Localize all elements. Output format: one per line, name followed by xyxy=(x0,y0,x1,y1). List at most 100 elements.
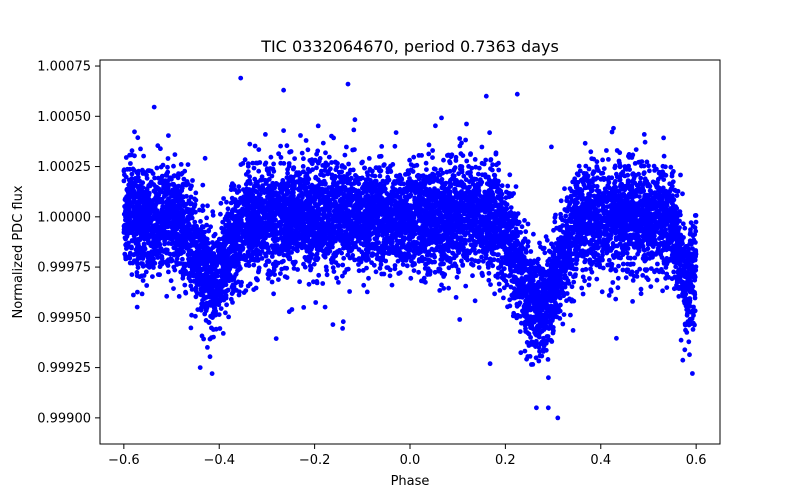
data-point xyxy=(682,347,688,353)
data-point xyxy=(246,263,252,268)
data-point xyxy=(166,133,171,139)
data-point xyxy=(263,180,269,186)
data-point xyxy=(580,274,586,280)
data-point xyxy=(292,246,298,252)
data-point xyxy=(171,163,176,169)
data-point xyxy=(641,163,647,169)
data-point xyxy=(245,163,251,169)
data-point xyxy=(340,326,345,331)
data-point xyxy=(570,328,576,333)
data-point xyxy=(599,289,605,295)
data-point xyxy=(464,158,470,164)
data-point xyxy=(263,132,268,137)
data-point xyxy=(373,269,379,275)
data-point xyxy=(150,274,155,279)
data-point xyxy=(154,165,160,171)
data-point xyxy=(165,164,170,170)
data-point xyxy=(346,161,351,167)
data-point xyxy=(480,172,485,178)
data-point xyxy=(582,278,587,284)
data-point xyxy=(200,207,206,213)
data-point xyxy=(297,279,302,285)
data-point xyxy=(641,132,647,137)
data-point xyxy=(392,143,398,149)
data-point xyxy=(501,295,506,301)
data-point xyxy=(625,172,631,178)
data-point xyxy=(271,161,276,167)
data-point xyxy=(528,249,534,254)
data-point xyxy=(401,181,407,187)
data-point xyxy=(141,153,147,159)
data-point xyxy=(164,293,170,299)
data-point xyxy=(282,274,288,279)
data-point xyxy=(411,268,417,273)
data-point xyxy=(140,278,146,283)
data-point xyxy=(281,128,286,134)
data-point xyxy=(339,163,345,168)
data-point xyxy=(180,256,185,262)
data-point xyxy=(245,169,251,175)
data-point xyxy=(606,293,612,298)
data-point xyxy=(586,166,592,172)
data-point xyxy=(588,149,594,155)
data-point xyxy=(165,156,171,161)
data-point xyxy=(192,219,198,225)
data-point xyxy=(464,230,470,235)
data-point xyxy=(491,172,497,178)
data-point xyxy=(228,296,234,302)
data-point xyxy=(517,329,523,334)
data-point xyxy=(341,255,347,261)
data-point xyxy=(663,275,668,281)
data-point xyxy=(673,264,679,270)
data-point xyxy=(670,179,676,185)
data-point xyxy=(693,219,699,225)
data-point xyxy=(497,288,503,293)
data-point xyxy=(472,157,478,162)
data-point xyxy=(541,335,546,341)
data-point xyxy=(573,266,579,272)
data-point xyxy=(441,185,446,191)
data-point xyxy=(423,279,428,285)
data-point xyxy=(485,265,491,270)
data-point xyxy=(623,275,629,281)
data-point xyxy=(632,255,638,261)
data-point xyxy=(369,260,374,266)
data-point xyxy=(686,339,692,345)
data-point xyxy=(510,313,516,319)
data-point xyxy=(397,270,403,275)
data-point xyxy=(472,298,478,304)
data-point xyxy=(488,166,493,172)
data-point xyxy=(606,157,611,162)
data-point xyxy=(498,263,503,269)
data-point xyxy=(601,166,607,172)
data-point xyxy=(320,281,326,286)
data-point xyxy=(586,282,592,288)
data-point xyxy=(678,172,683,178)
data-point xyxy=(152,175,158,181)
data-point xyxy=(182,282,188,288)
data-point xyxy=(586,182,592,188)
data-point xyxy=(330,322,336,327)
data-point xyxy=(143,269,149,275)
data-point xyxy=(144,283,150,288)
data-point xyxy=(382,186,388,192)
data-point xyxy=(446,152,451,158)
data-point xyxy=(304,238,310,244)
data-point xyxy=(684,312,690,318)
data-point xyxy=(377,173,383,179)
data-point xyxy=(617,164,623,170)
data-point xyxy=(537,349,542,354)
data-point xyxy=(352,117,358,123)
data-point xyxy=(269,279,275,285)
data-point xyxy=(664,285,670,290)
data-point xyxy=(545,357,551,362)
data-point xyxy=(502,229,508,234)
data-point xyxy=(594,159,600,165)
data-point xyxy=(644,159,650,165)
data-point xyxy=(192,202,198,207)
data-point xyxy=(648,266,654,271)
data-point xyxy=(479,254,484,260)
data-point xyxy=(613,296,619,302)
data-point xyxy=(168,278,174,284)
data-point xyxy=(178,162,184,167)
